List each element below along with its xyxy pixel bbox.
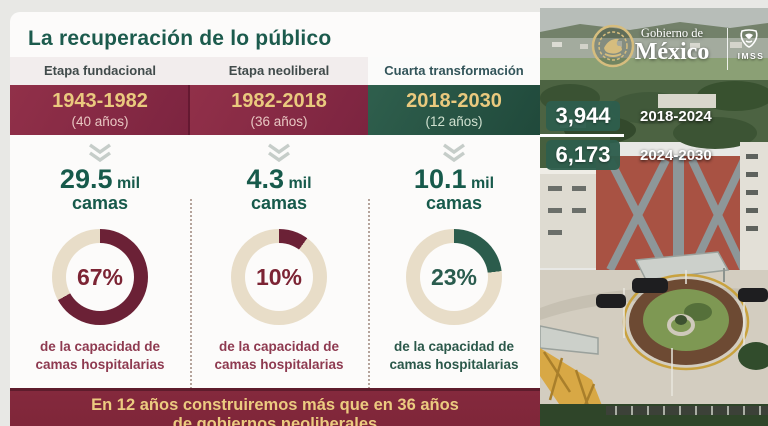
footer-line1: En 12 años construiremos más que en 36 a… [91,396,459,414]
period-banner: 1982-2018 (36 años) [190,85,368,135]
period-years: 2018-2030 [406,90,502,112]
stat-value-2018-2024: 3,944 [546,101,620,131]
donut-caption: de la capacidad de camas hospitalarias [368,338,540,373]
hospital-aerial-photo: Gobierno de México IMSS 3,944 2018-2024 … [540,8,768,426]
caption-line1: de la capacidad de [39,339,161,355]
gobierno-de-label: Gobierno de [640,26,704,40]
photo-hills [540,22,768,42]
imss-label: IMSS [737,51,765,61]
column-etapa-fundacional: Etapa fundacional 1943-1982 (40 años) 29… [10,57,190,373]
period-duration: (40 años) [71,114,129,129]
stat-period-2018-2024: 2018-2024 [640,108,712,125]
x-braces-icon [606,158,748,272]
beds-word: camas [71,193,129,214]
logo-divider [727,28,728,70]
donut-percent: 23% [430,263,478,290]
era-label: Etapa fundacional [10,57,190,85]
column-cuarta-transformacion: Cuarta transformación 2018-2030 (12 años… [368,57,540,373]
column-body: 29.5 mil camas 67% de la capacidad de ca… [10,143,190,373]
column-body: 10.1 mil camas 23% de la capacidad de ca… [368,143,540,373]
mexico-coat-of-arms-icon [591,24,635,68]
period-banner: 1943-1982 (40 años) [10,85,190,135]
donut-hole: 23% [420,243,488,312]
donut-chart-cuarta-transformacion: 23% [406,229,502,326]
period-years: 1943-1982 [52,90,148,112]
hospital-photo-illustration [540,8,768,426]
beds-number: 4.3 [246,164,284,194]
period-duration: (12 años) [425,114,483,129]
photo-city-band [540,38,768,60]
donut-caption: de la capacidad de camas hospitalarias [10,338,190,373]
caption-line2: camas hospitalarias [214,356,344,372]
beds-count: 4.3 mil camas [190,165,368,213]
chevron-down-icon [268,143,290,163]
chevron-down-icon [443,143,465,163]
donut-percent: 10% [255,263,303,290]
donut-percent: 67% [76,263,124,290]
beds-word: camas [250,193,308,214]
donut-hole: 67% [66,243,134,312]
infographic-card: La recuperación de lo público Etapa fund… [10,12,540,426]
light-poles [623,270,745,396]
bush [738,342,768,370]
stat-divider [540,134,624,137]
parked-cars [596,278,768,308]
beds-number: 29.5 [59,164,113,194]
footer-banner: En 12 años construiremos más que en 36 a… [10,388,540,426]
footer-line2: de gobiernos neoliberales [172,415,378,426]
era-label: Etapa neoliberal [190,57,368,85]
perimeter-fence [606,406,768,415]
caption-line1: de la capacidad de [218,339,340,355]
stat-value-2024-2030: 6,173 [546,140,620,170]
imss-eagle-icon [740,29,758,48]
beds-count: 29.5 mil camas [10,165,190,213]
donut-chart-fundacional: 67% [52,229,148,326]
page-title: La recuperación de lo público [28,27,332,50]
mexico-label: México [634,39,710,65]
stat-period-2024-2030: 2024-2030 [640,147,712,164]
beds-unit: mil [288,175,312,192]
imss-logo: IMSS [736,28,766,61]
period-banner: 2018-2030 (12 años) [368,85,540,135]
caption-line2: camas hospitalarias [35,356,165,372]
white-building-left [540,168,596,268]
caption-line2: camas hospitalarias [389,356,519,372]
beds-word: camas [425,193,483,214]
donut-hole: 10% [245,243,313,312]
chevron-down-icon [89,143,111,163]
dotted-separator [190,199,192,426]
gobierno-de-mexico-wordmark: Gobierno de México [633,26,711,65]
vertical-brace [673,156,684,274]
hospital-red-facade [596,156,748,274]
dotted-separator [368,199,370,426]
beds-unit: mil [116,175,141,192]
era-columns: Etapa fundacional 1943-1982 (40 años) 29… [10,57,540,426]
column-etapa-neoliberal: Etapa neoliberal 1982-2018 (36 años) 4.3… [190,57,368,373]
gobierno-logo-block: Gobierno de México IMSS [540,20,768,82]
donut-chart-neoliberal: 10% [231,229,327,326]
donut-caption: de la capacidad de camas hospitalarias [190,338,368,373]
period-years: 1982-2018 [231,90,327,112]
circular-garden [622,273,750,371]
beds-unit: mil [470,175,495,192]
column-body: 4.3 mil camas 10% de la capacidad de cam… [190,143,368,373]
era-label: Cuarta transformación [368,57,540,85]
period-duration: (36 años) [250,114,308,129]
beds-count: 10.1 mil camas [368,165,540,213]
beds-number: 10.1 [413,164,467,194]
caption-line1: de la capacidad de [393,339,515,355]
